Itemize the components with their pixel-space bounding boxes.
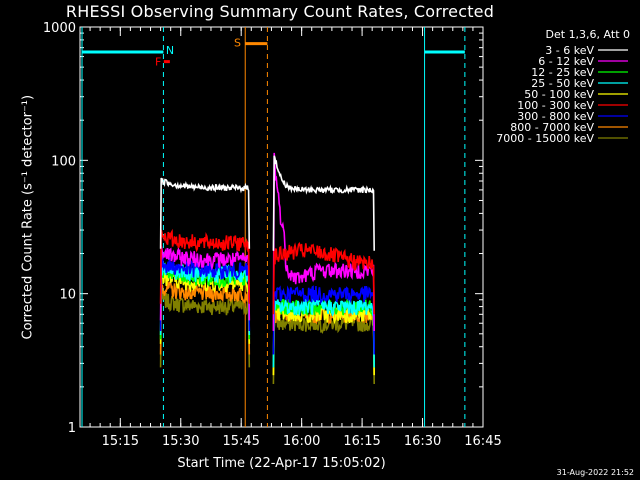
series-line-2 <box>159 245 251 321</box>
legend-label-9: 7000 - 15000 keV <box>496 132 594 145</box>
night-label: N <box>166 44 174 57</box>
series-line-4 <box>272 298 375 368</box>
y-tick-label: 1 <box>68 421 76 436</box>
y-tick-label: 1000 <box>43 21 76 36</box>
y-axis-label: Corrected Count Rate (s⁻¹ detector⁻¹) <box>20 94 36 340</box>
chart-title: RHESSI Observing Summary Count Rates, Co… <box>65 2 495 21</box>
series-line-7 <box>159 255 251 332</box>
legend-label-8: 800 - 7000 keV <box>510 121 594 134</box>
y-tick-label: 10 <box>59 288 76 303</box>
series-line-5 <box>272 305 375 376</box>
series-line-9 <box>272 315 375 385</box>
legend-label-1: 3 - 6 keV <box>545 44 594 57</box>
y-tick-label: 100 <box>51 154 76 169</box>
series-line-2 <box>272 152 375 332</box>
flare-label: F <box>155 56 161 69</box>
series-line-6 <box>159 228 251 304</box>
x-tick-label: 16:30 <box>404 434 441 449</box>
series-line-6 <box>272 241 375 315</box>
legend-label-5: 50 - 100 keV <box>524 88 594 101</box>
series-line-1 <box>159 177 251 249</box>
series-line-7 <box>272 285 375 355</box>
legend-label-7: 300 - 800 keV <box>517 110 594 123</box>
x-tick-label: 16:00 <box>283 434 320 449</box>
footer-timestamp: 31-Aug-2022 21:52 <box>556 468 634 477</box>
x-tick-label: 16:15 <box>343 434 380 449</box>
x-tick-label: 15:30 <box>162 434 199 449</box>
legend-title: Det 1,3,6, Att 0 <box>545 28 630 41</box>
plot-frame <box>79 26 484 428</box>
saa-label: S <box>234 37 241 50</box>
series-line-8 <box>159 280 251 355</box>
legend-label-4: 25 - 50 keV <box>531 77 594 90</box>
legend-label-6: 100 - 300 keV <box>517 99 594 112</box>
x-tick-label: 15:45 <box>222 434 259 449</box>
x-tick-label: 16:45 <box>464 434 501 449</box>
x-tick-label: 15:15 <box>102 434 139 449</box>
legend-label-2: 6 - 12 keV <box>538 55 594 68</box>
series-line-9 <box>159 291 251 368</box>
legend-label-3: 12 - 25 keV <box>531 66 594 79</box>
x-axis-label: Start Time (22-Apr-17 15:05:02) <box>177 456 386 471</box>
series-line-1 <box>272 155 375 251</box>
